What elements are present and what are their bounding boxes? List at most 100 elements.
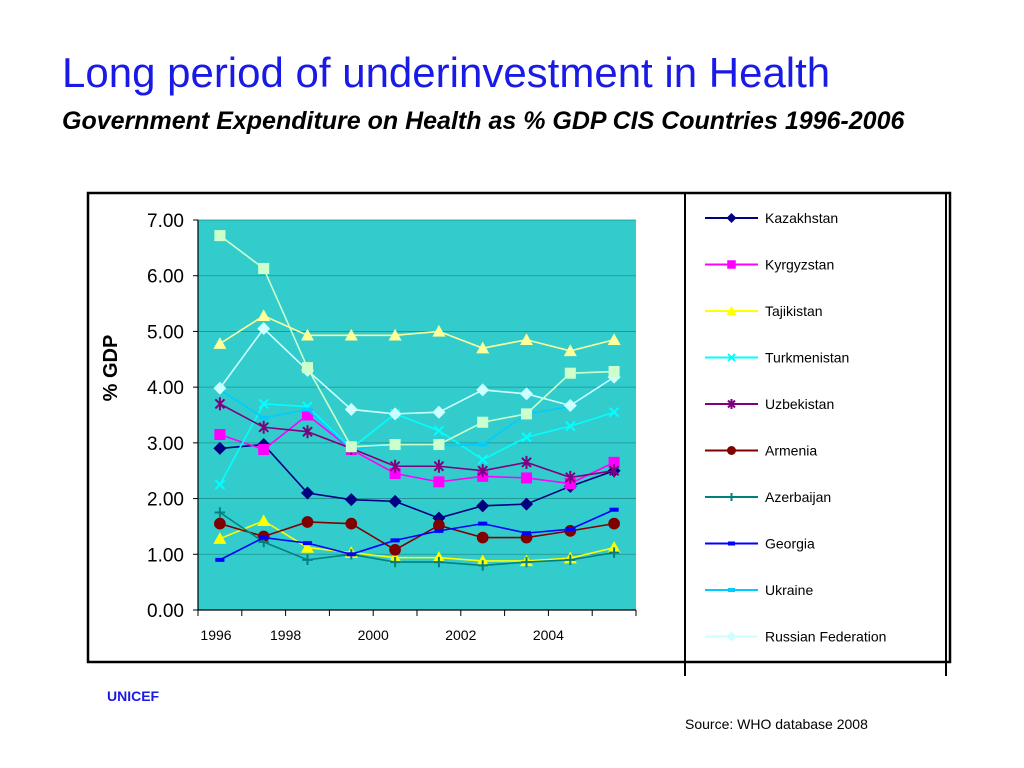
data-point — [302, 554, 313, 566]
data-point — [477, 454, 488, 465]
series-line — [219, 234, 615, 448]
series-line — [219, 511, 615, 567]
data-point — [432, 405, 446, 419]
y-tick-labels: 0.00 1.00 2.00 3.00 4.00 5.00 6.00 7.00 — [147, 211, 184, 622]
legend-item: Azerbaijan — [705, 489, 831, 505]
data-point — [389, 543, 401, 556]
data-point — [214, 507, 226, 518]
x-tick-label: 1996 — [200, 627, 231, 643]
y-tick-label: 1.00 — [147, 545, 184, 566]
data-point — [302, 407, 313, 412]
data-point — [433, 519, 445, 532]
data-point — [433, 476, 445, 488]
data-point — [608, 366, 620, 378]
legend-swatch-marker — [727, 446, 736, 455]
data-point — [563, 344, 577, 357]
legend-label: Tajikistan — [765, 303, 823, 319]
series-uzbekistan — [214, 397, 620, 484]
series-line — [219, 443, 615, 519]
data-point — [213, 532, 227, 544]
x-tick-label: 2002 — [445, 627, 476, 643]
data-point — [301, 541, 314, 553]
data-point — [521, 455, 532, 469]
data-point — [214, 230, 226, 242]
data-point — [564, 367, 576, 379]
series-unnamed-11 — [213, 309, 621, 357]
data-point — [433, 425, 445, 436]
legend-label: Kazakhstan — [765, 210, 838, 226]
data-point — [301, 516, 314, 528]
data-point — [301, 362, 314, 374]
data-point — [301, 328, 314, 341]
y-tick-label: 3.00 — [147, 434, 184, 455]
data-point — [344, 493, 358, 507]
data-point — [520, 387, 533, 401]
series-lines — [213, 230, 621, 571]
x-tick-label: 2004 — [533, 627, 564, 643]
data-point — [388, 407, 402, 421]
series-line — [219, 413, 615, 485]
data-point — [476, 383, 490, 397]
data-point — [521, 531, 532, 536]
legend-label: Georgia — [765, 536, 815, 552]
data-point — [565, 420, 576, 432]
data-point — [258, 420, 269, 434]
series-unnamed-10 — [214, 230, 620, 453]
legend-swatch-marker — [727, 399, 736, 409]
data-point — [257, 514, 271, 527]
data-point — [301, 486, 314, 500]
legend-item: Kazakhstan — [705, 210, 838, 226]
data-point — [214, 397, 226, 411]
legend-label: Armenia — [765, 443, 817, 459]
legend-label: Kyrgyzstan — [765, 257, 834, 273]
data-point — [477, 560, 488, 571]
legend-swatch-marker — [728, 541, 735, 546]
legend-swatch-marker — [726, 213, 737, 223]
data-point — [432, 324, 446, 337]
data-point — [214, 479, 226, 490]
series-line — [219, 521, 615, 551]
legend-label: Russian Federation — [765, 629, 886, 645]
data-point — [258, 398, 269, 410]
data-point — [258, 444, 270, 456]
data-point — [214, 428, 226, 441]
series-line — [219, 314, 615, 352]
data-point — [520, 333, 533, 345]
data-point — [609, 507, 619, 512]
legend: Kazakhstan Kyrgyzstan Tajikistan Turkmenist… — [705, 210, 886, 645]
data-point — [607, 333, 621, 345]
data-point — [563, 399, 577, 413]
data-point — [608, 456, 620, 468]
data-point — [608, 517, 620, 530]
data-point — [345, 517, 358, 530]
data-point — [476, 531, 489, 544]
data-point — [389, 467, 401, 480]
legend-swatch-marker — [727, 493, 736, 501]
series-armenia — [214, 516, 620, 556]
data-point — [521, 556, 532, 568]
data-point — [344, 328, 358, 341]
data-point — [520, 408, 533, 420]
data-point — [257, 309, 271, 322]
data-point — [608, 547, 620, 558]
y-axis-label: % GDP — [100, 335, 122, 402]
y-tick-label: 5.00 — [147, 322, 184, 343]
x-tick-label: 2000 — [358, 627, 389, 643]
legend-item: Turkmenistan — [705, 350, 849, 366]
data-point — [565, 470, 576, 484]
data-point — [565, 554, 576, 566]
slide-subtitle: Government Expenditure on Health as % GD… — [62, 107, 905, 135]
axes — [193, 219, 637, 616]
legend-swatch-marker — [726, 306, 737, 315]
legend-item: Uzbekistan — [705, 396, 834, 412]
data-point — [213, 441, 227, 455]
series-line — [219, 327, 615, 415]
data-point — [520, 497, 533, 511]
data-point — [477, 416, 489, 428]
legend-label: Uzbekistan — [765, 396, 834, 412]
data-point — [302, 541, 313, 546]
data-point — [259, 415, 269, 420]
slide-title: Long period of underinvestment in Health — [62, 49, 831, 96]
series-line — [219, 403, 615, 479]
data-point — [301, 409, 314, 421]
